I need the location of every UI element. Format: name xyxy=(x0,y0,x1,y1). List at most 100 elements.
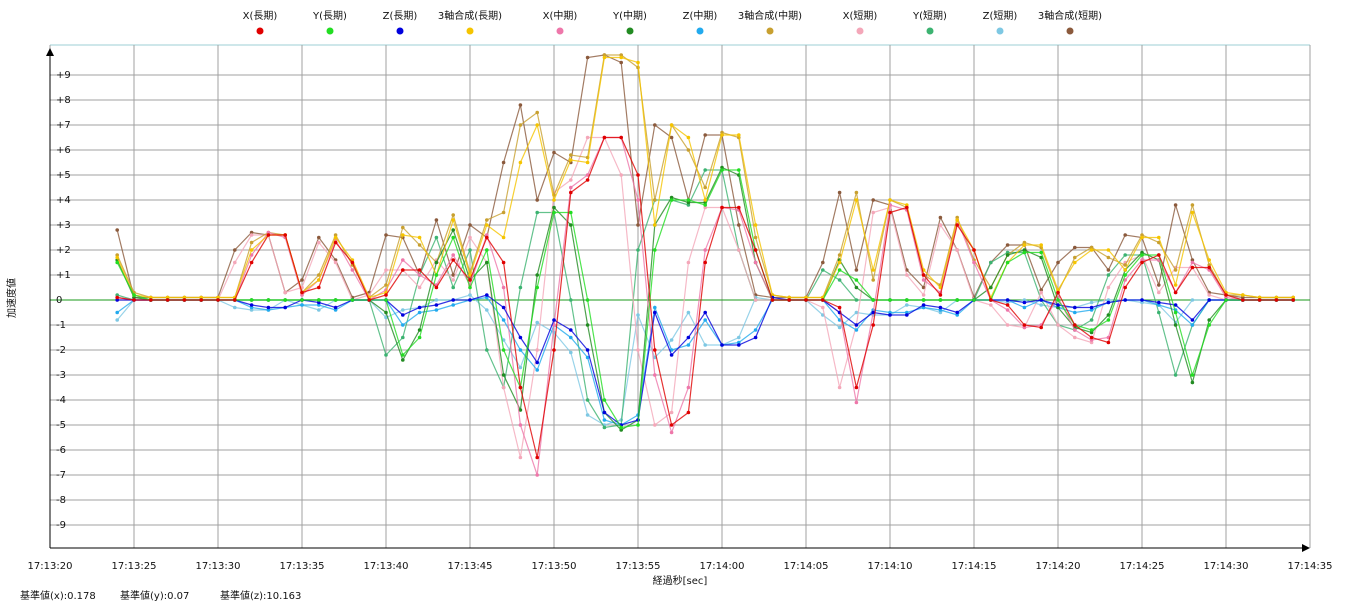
data-point xyxy=(300,298,304,302)
legend-swatch xyxy=(326,27,334,35)
data-point xyxy=(1173,373,1178,377)
data-point xyxy=(115,318,119,322)
data-point xyxy=(485,348,489,352)
legend-swatch xyxy=(856,27,864,35)
data-point xyxy=(854,328,859,332)
data-point xyxy=(1106,285,1111,290)
data-point xyxy=(619,425,623,430)
data-point xyxy=(417,235,422,240)
data-point xyxy=(1190,323,1195,327)
data-point xyxy=(955,298,959,302)
data-point xyxy=(1039,303,1043,307)
data-point xyxy=(249,233,254,237)
data-point xyxy=(1022,300,1027,305)
data-point xyxy=(552,198,556,202)
data-point xyxy=(317,285,321,290)
data-point xyxy=(417,285,422,290)
data-point xyxy=(602,135,607,140)
data-point xyxy=(921,298,926,302)
data-point xyxy=(1157,303,1161,307)
data-point xyxy=(938,310,943,315)
data-point xyxy=(921,273,926,277)
data-point xyxy=(434,298,439,302)
data-point xyxy=(821,298,825,302)
data-point xyxy=(602,55,607,60)
data-point xyxy=(854,298,859,302)
data-point xyxy=(1073,255,1077,260)
data-point xyxy=(602,425,607,430)
data-point xyxy=(535,348,539,352)
data-point xyxy=(1039,288,1043,292)
x-axis-label: 経過秒[sec] xyxy=(653,574,708,587)
data-point xyxy=(753,335,758,340)
data-point xyxy=(367,298,372,302)
data-point xyxy=(686,198,691,202)
data-point xyxy=(1022,325,1027,330)
data-point xyxy=(1073,328,1077,332)
data-point xyxy=(669,430,674,435)
data-point xyxy=(1140,253,1144,257)
data-point xyxy=(1140,258,1144,262)
data-point xyxy=(821,260,825,265)
data-point xyxy=(485,233,489,237)
data-point xyxy=(569,158,573,162)
data-point xyxy=(703,318,707,322)
data-point xyxy=(233,248,237,252)
data-point xyxy=(1140,235,1144,240)
data-point xyxy=(955,215,959,220)
data-point xyxy=(653,223,657,227)
data-point xyxy=(905,298,909,302)
data-point xyxy=(585,173,590,177)
legend-label: 3軸合成(短期) xyxy=(1038,9,1102,22)
data-point xyxy=(1089,318,1094,322)
data-point xyxy=(703,203,707,207)
data-point xyxy=(1089,245,1094,250)
data-point xyxy=(317,278,321,282)
data-point xyxy=(451,253,456,257)
data-point xyxy=(1005,250,1010,255)
data-point xyxy=(1224,295,1228,300)
data-point xyxy=(333,235,338,240)
data-point xyxy=(821,268,825,272)
data-point xyxy=(501,285,506,290)
data-point xyxy=(653,248,657,252)
data-point xyxy=(1274,295,1279,300)
data-point xyxy=(233,298,237,302)
data-point xyxy=(1039,325,1043,330)
data-point xyxy=(1039,250,1043,255)
data-point xyxy=(1224,298,1228,302)
data-point xyxy=(1106,248,1111,252)
data-point xyxy=(115,253,119,257)
data-point xyxy=(1089,305,1094,310)
data-point xyxy=(266,233,271,237)
data-point xyxy=(888,310,892,315)
data-point xyxy=(266,298,271,302)
data-point xyxy=(1089,338,1094,342)
data-point xyxy=(703,343,707,347)
y-tick-label: +3 xyxy=(56,220,71,231)
data-point xyxy=(535,210,539,215)
data-point xyxy=(182,295,187,300)
data-point xyxy=(585,178,590,182)
footer-z: 基準値(z):10.163 xyxy=(220,589,301,602)
data-point xyxy=(115,293,119,297)
data-point xyxy=(888,313,892,317)
y-tick-label: +5 xyxy=(56,170,71,181)
data-point xyxy=(585,160,590,165)
data-point xyxy=(821,305,825,310)
data-point xyxy=(535,198,539,202)
data-point xyxy=(585,398,590,402)
data-point xyxy=(686,335,691,340)
data-point xyxy=(1274,298,1279,302)
data-point xyxy=(249,303,254,307)
data-point xyxy=(686,135,691,140)
x-tick-label: 17:13:50 xyxy=(532,561,577,572)
data-point xyxy=(115,260,119,265)
data-point xyxy=(468,285,472,290)
data-point xyxy=(518,455,523,460)
y-tick-label: +7 xyxy=(56,120,71,131)
data-point xyxy=(989,260,993,265)
y-tick-label: +2 xyxy=(56,245,71,256)
data-point xyxy=(955,248,959,252)
data-point xyxy=(619,173,623,177)
